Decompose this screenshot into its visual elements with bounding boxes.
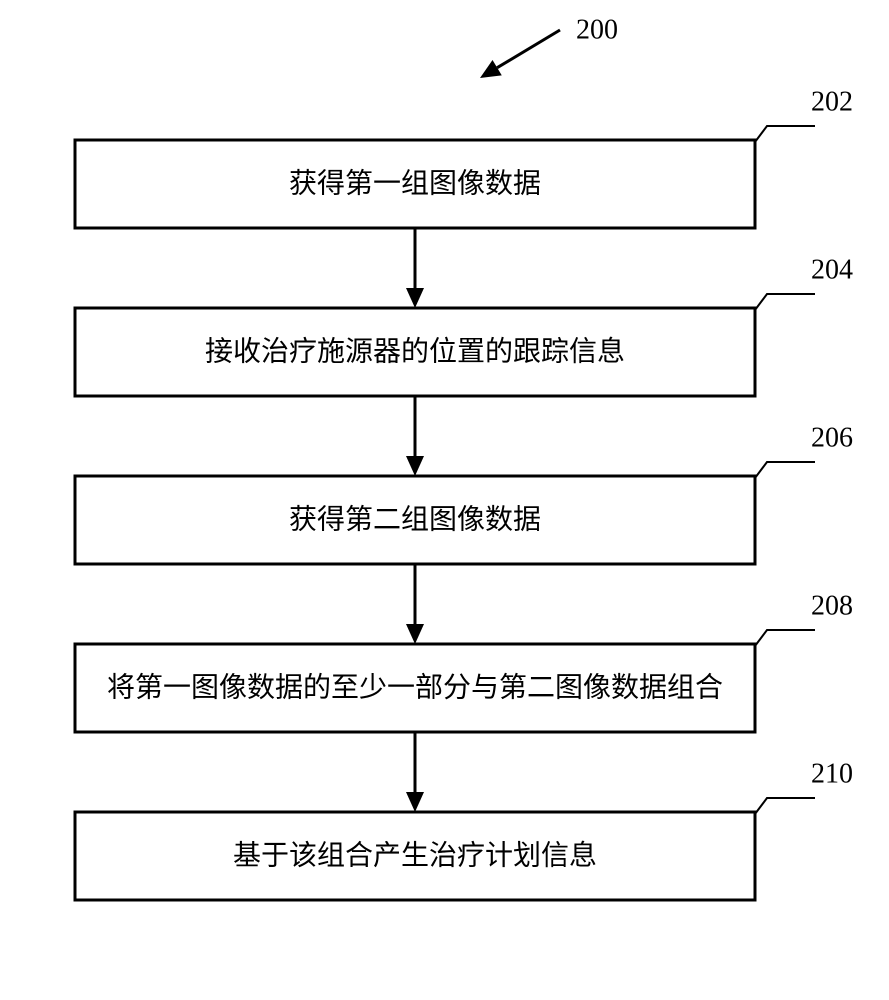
flow-box-label-n204: 接收治疗施源器的位置的跟踪信息 — [205, 335, 625, 367]
flow-arrow-head — [406, 288, 424, 308]
ref-line-4 — [755, 798, 815, 814]
flow-arrow-head — [406, 456, 424, 476]
ref-label-2: 206 — [811, 422, 853, 453]
ref-label-0: 202 — [811, 86, 853, 117]
flow-arrow-head — [406, 624, 424, 644]
flow-box-label-n202: 获得第一组图像数据 — [289, 167, 541, 199]
ref-label-1: 204 — [811, 254, 853, 285]
title-arrow-head — [480, 60, 502, 78]
ref-line-1 — [755, 294, 815, 310]
flow-box-label-n206: 获得第二组图像数据 — [289, 503, 541, 535]
ref-line-2 — [755, 462, 815, 478]
flow-arrow-head — [406, 792, 424, 812]
ref-label-3: 208 — [811, 590, 853, 621]
ref-line-3 — [755, 630, 815, 646]
flow-box-label-n208: 将第一图像数据的至少一部分与第二图像数据组合 — [107, 671, 723, 703]
ref-label-4: 210 — [811, 758, 853, 789]
ref-line-0 — [755, 126, 815, 142]
title-arrow-shaft — [497, 30, 560, 68]
figure-ref-label: 200 — [576, 14, 618, 45]
flow-box-label-n210: 基于该组合产生治疗计划信息 — [233, 839, 597, 871]
